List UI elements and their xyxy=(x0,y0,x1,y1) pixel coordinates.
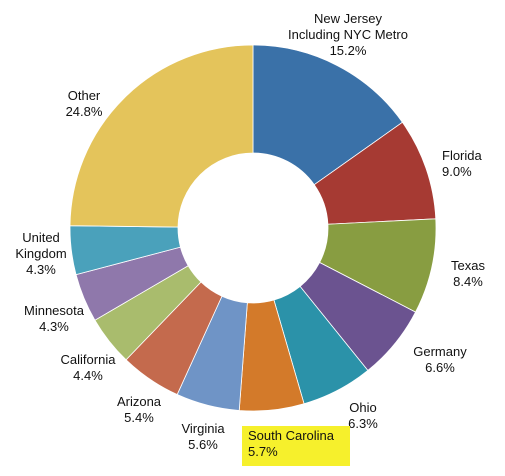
slice-label: New Jersey xyxy=(314,11,382,26)
slice-new-jersey-including-nyc-metro xyxy=(252,44,403,186)
slice-label: Ohio xyxy=(349,400,376,415)
slice-label: South Carolina xyxy=(248,428,335,443)
slice-label: United xyxy=(22,230,60,245)
slice-percent: 5.4% xyxy=(124,410,154,425)
slice-other xyxy=(69,44,254,228)
slice-label: Including NYC Metro xyxy=(288,27,408,42)
slice-label: Virginia xyxy=(181,421,225,436)
slice-percent: 15.2% xyxy=(330,43,367,58)
slice-label: Other xyxy=(68,88,101,103)
slice-percent: 5.6% xyxy=(188,437,218,452)
slice-percent: 5.7% xyxy=(248,444,278,459)
slice-percent: 6.3% xyxy=(348,416,378,431)
slice-percent: 6.6% xyxy=(425,360,455,375)
slice-percent: 8.4% xyxy=(453,274,483,289)
slice-percent: 4.3% xyxy=(39,319,69,334)
slice-percent: 24.8% xyxy=(66,104,103,119)
slice-label: Texas xyxy=(451,258,485,273)
slice-label: Arizona xyxy=(117,394,162,409)
highlight-box xyxy=(242,426,350,466)
slice-label: Germany xyxy=(413,344,467,359)
slice-label: Kingdom xyxy=(15,246,66,261)
slice-percent: 9.0% xyxy=(442,164,472,179)
slice-percent: 4.3% xyxy=(26,262,56,277)
slice-label: Florida xyxy=(442,148,483,163)
slice-label: Minnesota xyxy=(24,303,85,318)
slice-label: California xyxy=(61,352,117,367)
slice-percent: 4.4% xyxy=(73,368,103,383)
slices xyxy=(69,44,437,412)
